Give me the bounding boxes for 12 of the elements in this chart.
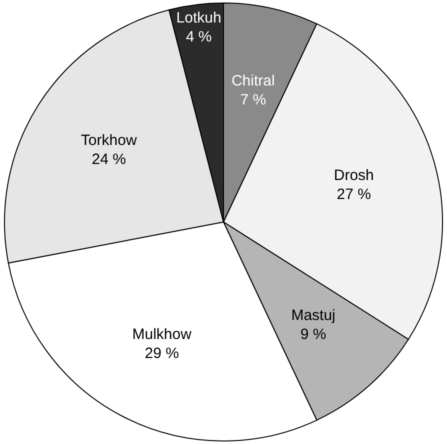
data-label: 24 % bbox=[92, 151, 126, 168]
slice-label: Drosh bbox=[334, 167, 374, 184]
slice-label: Chitral bbox=[231, 72, 275, 90]
slice-label: Lotkuh bbox=[176, 9, 222, 26]
slice-label: Mulkhow bbox=[132, 326, 192, 343]
data-label: 27 % bbox=[336, 186, 371, 204]
data-label: 4 % bbox=[186, 28, 212, 46]
data-label: 9 % bbox=[300, 326, 326, 343]
data-label: 29 % bbox=[144, 344, 179, 362]
data-label: 7 % bbox=[240, 91, 266, 108]
slice-label: Mastuj bbox=[291, 306, 336, 324]
slice-label: Torkhow bbox=[80, 132, 137, 150]
